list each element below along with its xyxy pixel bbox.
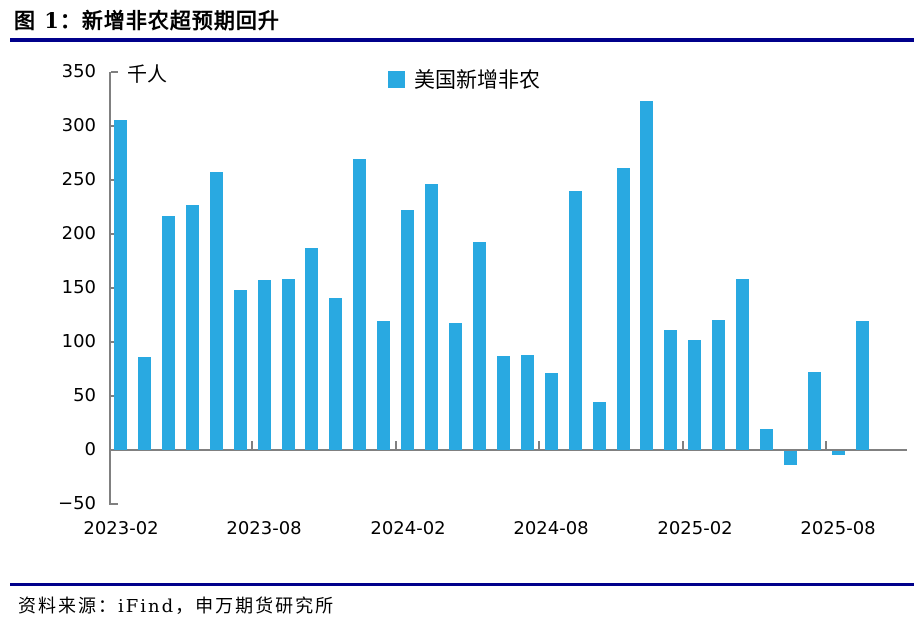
y-axis-tick-label: 100 [61, 331, 96, 352]
x-axis-label: 2023-02 [83, 518, 159, 539]
bar-2025-01 [664, 330, 677, 450]
footer-divider [10, 583, 914, 586]
y-axis-tick-label: 0 [84, 439, 96, 460]
bar-2024-10 [593, 402, 606, 450]
bar-2023-06 [210, 172, 223, 450]
bar-2025-04 [736, 279, 749, 450]
bar-2023-04 [162, 216, 175, 450]
y-axis-tick-label: 300 [61, 115, 96, 136]
bar-2023-07 [234, 290, 247, 450]
x-axis-line [109, 449, 907, 451]
y-axis-tick-label: 250 [61, 169, 96, 190]
y-axis-tick [111, 71, 118, 73]
bar-2025-02 [688, 340, 701, 450]
bar-2025-09 [856, 321, 869, 450]
x-axis-label: 2025-02 [657, 518, 733, 539]
x-axis-tick [538, 441, 540, 450]
bar-2023-10 [305, 248, 318, 450]
y-axis-line [109, 72, 111, 505]
x-axis-tick [395, 441, 397, 450]
bar-2024-08 [545, 373, 558, 450]
bar-2024-09 [569, 191, 582, 450]
x-axis-label: 2024-02 [370, 518, 446, 539]
x-axis-label: 2023-08 [226, 518, 302, 539]
bar-2023-12 [353, 159, 366, 450]
bar-2024-06 [497, 356, 510, 450]
bar-2023-11 [329, 298, 342, 450]
legend-swatch-icon [388, 70, 405, 88]
y-axis-tick-label: 200 [61, 223, 96, 244]
legend-label: 美国新增非农 [414, 68, 540, 92]
bar-2024-02 [401, 210, 414, 450]
x-axis-tick [682, 441, 684, 450]
y-axis-tick-label: 350 [61, 61, 96, 82]
bar-2024-04 [449, 323, 462, 450]
bar-2024-11 [617, 168, 630, 450]
bar-2025-07 [808, 372, 821, 450]
chart-legend: 美国新增非农 [388, 64, 540, 94]
title-divider [10, 38, 914, 42]
bar-2024-03 [425, 184, 438, 450]
bar-2023-08 [258, 280, 271, 450]
bar-2024-12 [640, 101, 653, 450]
x-axis-label: 2025-08 [800, 518, 876, 539]
x-axis-tick [825, 441, 827, 450]
x-axis-tick [251, 441, 253, 450]
bar-2025-08 [832, 451, 845, 455]
bar-2023-02 [114, 120, 127, 450]
bar-2024-01 [377, 321, 390, 450]
bar-2025-03 [712, 320, 725, 450]
bar-2025-05 [760, 429, 773, 450]
y-axis-tick-label: 150 [61, 277, 96, 298]
y-axis-tick-label: −50 [58, 493, 96, 514]
bar-2025-06 [784, 451, 797, 465]
bar-2023-03 [138, 357, 151, 450]
bar-2024-05 [473, 242, 486, 450]
figure-title: 图 1：新增非农超预期回升 [14, 8, 280, 33]
y-axis-unit-label: 千人 [127, 62, 167, 86]
y-axis-tick-label: 50 [73, 385, 96, 406]
bar-2023-05 [186, 205, 199, 450]
bar-2023-09 [282, 279, 295, 450]
x-axis-label: 2024-08 [513, 518, 589, 539]
source-note: 资料来源：iFind，申万期货研究所 [18, 596, 336, 617]
y-axis-tick [111, 503, 118, 505]
bar-2024-07 [521, 355, 534, 450]
